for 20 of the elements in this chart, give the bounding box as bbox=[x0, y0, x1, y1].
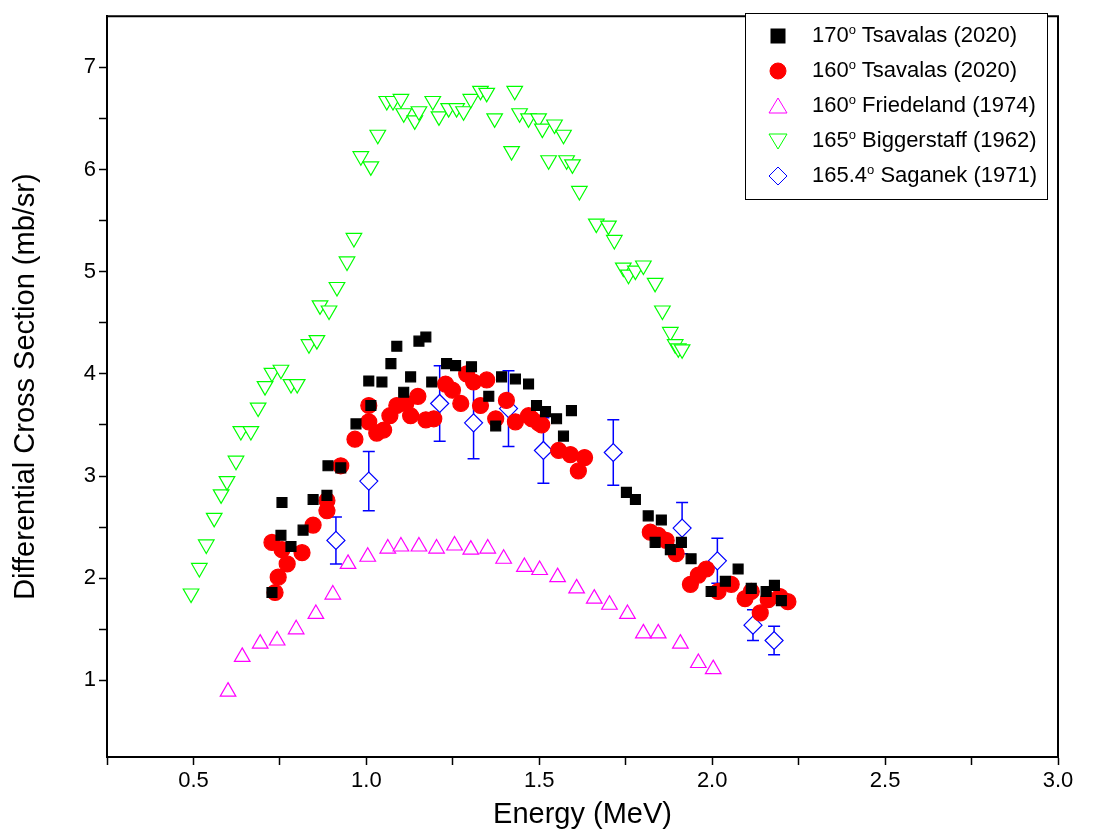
y-tick-label: 2 bbox=[83, 564, 96, 590]
legend-label: 165.4$^{o}$ Saganek (1971) bbox=[812, 162, 1037, 189]
x-tick-label: 3.0 bbox=[1042, 767, 1074, 793]
x-tick-label: 2.5 bbox=[869, 767, 901, 793]
legend-label: 160$^{o}$ Friedeland (1974) bbox=[812, 92, 1036, 119]
y-tick-label: 3 bbox=[83, 462, 96, 488]
y-tick-label: 7 bbox=[83, 53, 96, 79]
x-tick-label: 1.5 bbox=[523, 767, 555, 793]
y-tick-label: 5 bbox=[83, 257, 96, 283]
legend-label: 160$^{o}$ Tsavalas (2020) bbox=[812, 57, 1017, 84]
x-tick-label: 1.0 bbox=[351, 767, 382, 793]
y-axis-title: Differential Cross Section (mb/sr) bbox=[8, 173, 41, 600]
y-tick-label: 4 bbox=[83, 359, 96, 385]
x-tick-label: 0.5 bbox=[178, 767, 209, 793]
x-tick-label: 2.0 bbox=[696, 767, 728, 793]
y-tick-label: 1 bbox=[83, 666, 96, 692]
legend-label: 170$^{o}$ Tsavalas (2020) bbox=[812, 22, 1017, 49]
x-axis-title: Energy (MeV) bbox=[493, 796, 672, 829]
y-tick-label: 6 bbox=[83, 155, 96, 181]
legend-label: 165$^{o}$ Biggerstaff (1962) bbox=[812, 127, 1037, 154]
